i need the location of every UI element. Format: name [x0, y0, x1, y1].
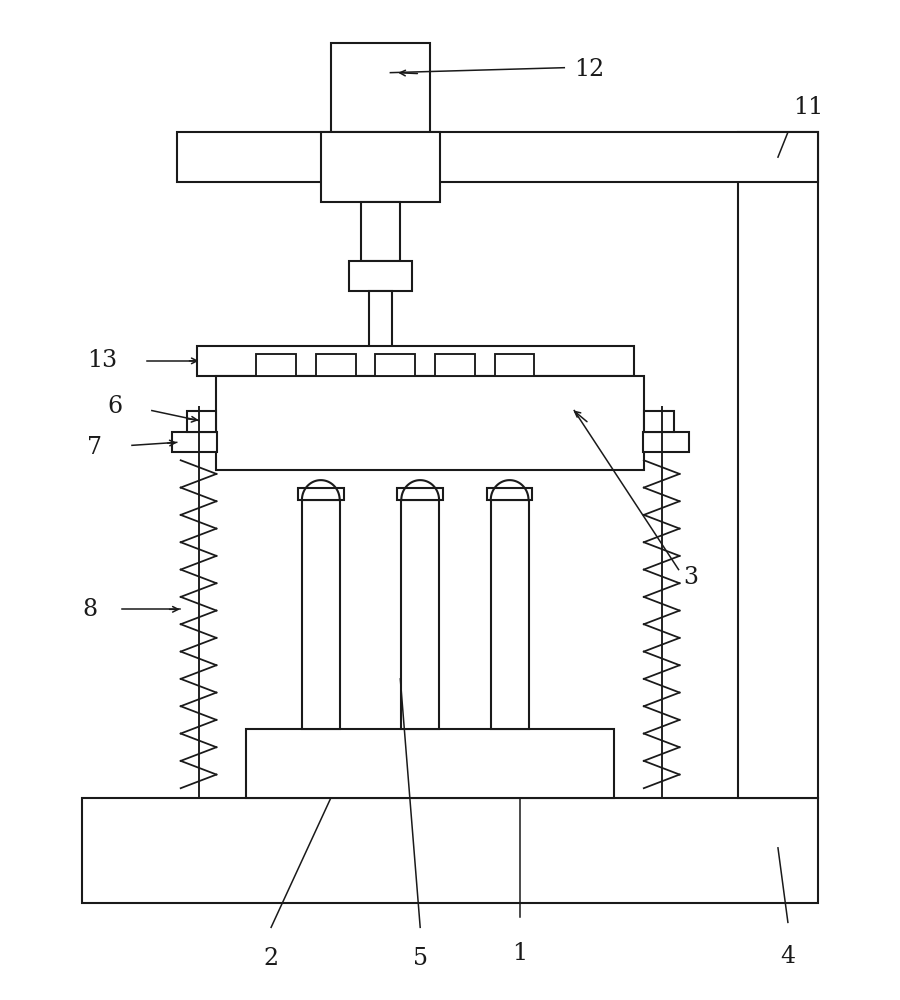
- Bar: [176, 132, 818, 182]
- Text: 12: 12: [574, 58, 605, 81]
- Bar: [302, 500, 339, 729]
- Bar: [256, 354, 296, 376]
- Text: 11: 11: [793, 96, 824, 119]
- Bar: [435, 354, 475, 376]
- Text: 6: 6: [107, 395, 122, 418]
- Bar: [320, 132, 440, 202]
- Text: 8: 8: [82, 598, 97, 621]
- Text: 4: 4: [780, 945, 796, 968]
- Bar: [495, 354, 535, 376]
- Bar: [487, 488, 533, 500]
- Text: 3: 3: [683, 566, 698, 589]
- Bar: [348, 261, 412, 291]
- Bar: [368, 291, 392, 351]
- Bar: [82, 798, 818, 902]
- Bar: [247, 729, 614, 798]
- Bar: [644, 411, 673, 432]
- Bar: [196, 346, 634, 376]
- Bar: [217, 376, 644, 470]
- Bar: [375, 354, 415, 376]
- Bar: [738, 132, 818, 798]
- Bar: [491, 500, 528, 729]
- Text: 13: 13: [87, 349, 117, 372]
- Text: 5: 5: [413, 947, 428, 970]
- Bar: [401, 500, 439, 729]
- Bar: [172, 432, 218, 452]
- Text: 7: 7: [87, 436, 103, 459]
- Bar: [643, 432, 689, 452]
- Bar: [186, 411, 217, 432]
- Bar: [298, 488, 344, 500]
- Bar: [397, 488, 443, 500]
- Bar: [361, 202, 400, 261]
- Text: 2: 2: [264, 947, 279, 970]
- Bar: [316, 354, 356, 376]
- Bar: [330, 43, 430, 132]
- Text: 1: 1: [512, 942, 527, 965]
